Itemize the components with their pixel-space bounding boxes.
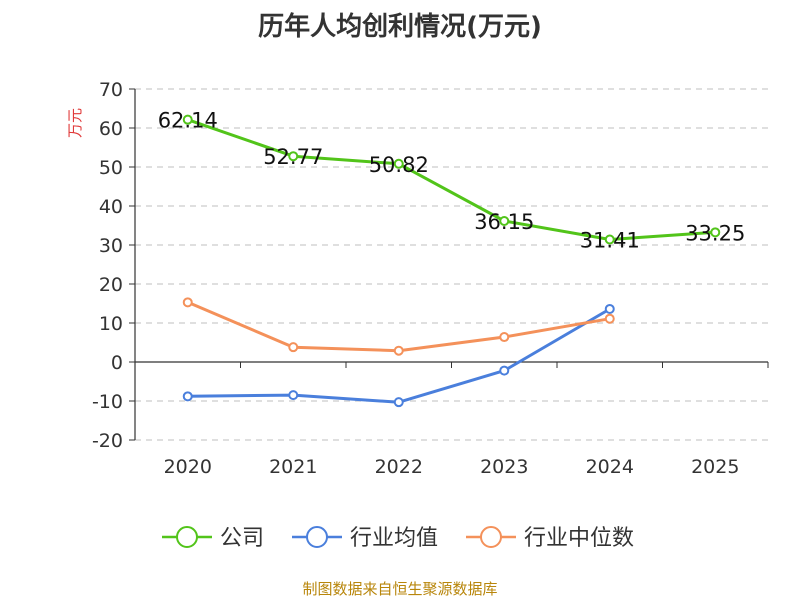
y-tick-label: 40 (99, 196, 123, 218)
y-axis-label: 万元 (66, 108, 84, 138)
data-point (604, 303, 615, 314)
y-tick-label: 0 (111, 352, 123, 374)
x-tick-label: 2024 (586, 456, 634, 478)
source-footer: 制图数据来自恒生聚源数据库 (302, 580, 498, 598)
legend-marker-0 (176, 526, 198, 548)
data-point (288, 151, 299, 162)
data-point (393, 345, 404, 356)
data-label: 50.82 (369, 153, 429, 177)
data-label: 36.15 (474, 210, 534, 234)
x-tick-label: 2022 (375, 456, 423, 478)
data-point (182, 391, 193, 402)
y-tick-label: 60 (99, 118, 123, 140)
y-tick-label: -20 (92, 430, 123, 452)
x-tick-label: 2025 (691, 456, 739, 478)
data-label: 33.25 (685, 221, 745, 245)
legend-label: 行业均值 (350, 526, 438, 551)
data-point (499, 365, 510, 376)
y-tick-label: 10 (99, 313, 123, 335)
data-label: 62.14 (158, 109, 218, 133)
data-point (499, 332, 510, 343)
legend-label: 行业中位数 (524, 526, 634, 551)
y-tick-label: 30 (99, 235, 123, 257)
data-label: 52.77 (263, 145, 323, 169)
x-tick-label: 2021 (269, 456, 317, 478)
data-point (604, 234, 615, 245)
x-tick-label: 2023 (480, 456, 528, 478)
series-line-0 (187, 118, 716, 241)
y-tick-label: 20 (99, 274, 123, 296)
data-point (288, 342, 299, 353)
y-tick-label: 70 (99, 79, 123, 101)
data-point (710, 227, 721, 238)
data-labels: 62.14 52.77 50.82 36.15 31.41 33.25 (158, 109, 746, 253)
chart-title: 历年人均创利情况(万元) (258, 12, 542, 42)
data-point (499, 216, 510, 227)
data-point (604, 313, 615, 324)
legend-marker-1 (306, 526, 328, 548)
y-tick-label: 50 (99, 157, 123, 179)
y-tick-label: -10 (92, 391, 123, 413)
series-group (182, 114, 721, 408)
x-tick-label: 2020 (164, 456, 212, 478)
data-point (393, 158, 404, 169)
legend-marker-2 (480, 526, 502, 548)
legend: 公司 行业均值 行业中位数 (162, 526, 634, 551)
data-point (182, 114, 193, 125)
data-point (393, 397, 404, 408)
legend-label: 公司 (220, 526, 264, 551)
axes: -20 -10 0 10 20 30 40 50 60 70 2020 2021 2022 2023 202… (66, 79, 769, 478)
data-point (182, 297, 193, 308)
data-label: 31.41 (580, 229, 640, 253)
data-point (288, 390, 299, 401)
series-line-2 (187, 300, 611, 353)
